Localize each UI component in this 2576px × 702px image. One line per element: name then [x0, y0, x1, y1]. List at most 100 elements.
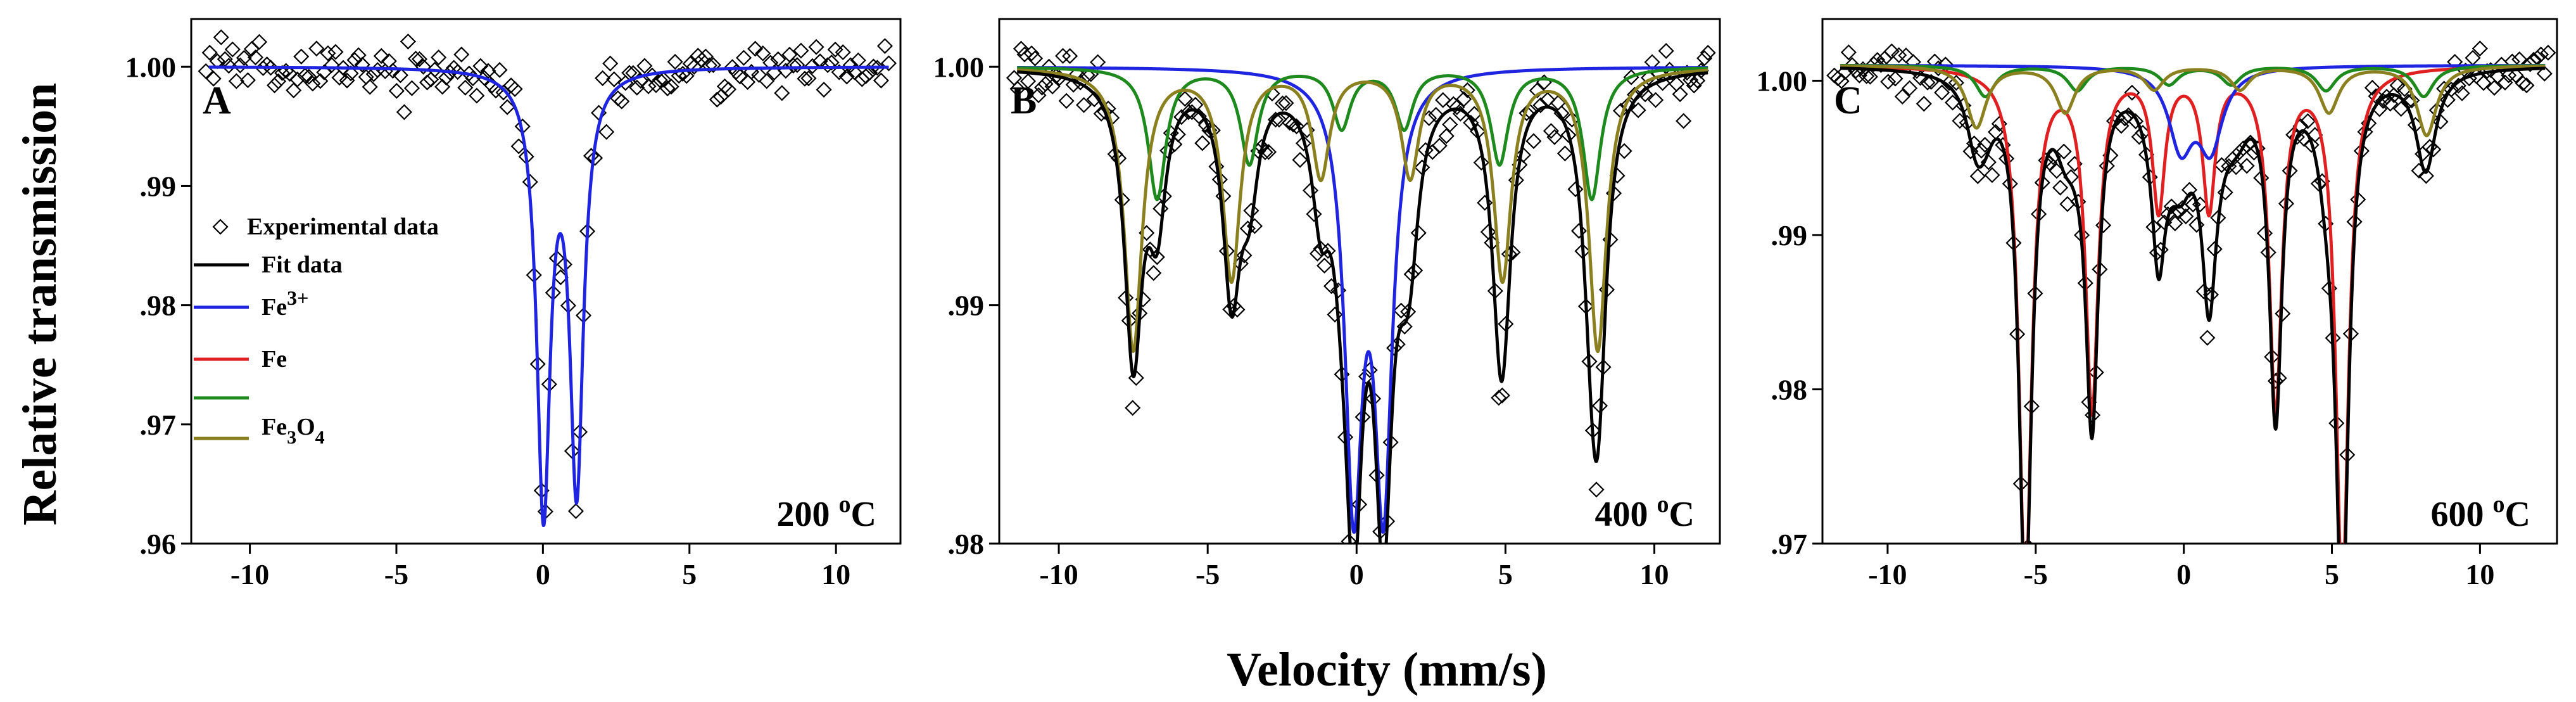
- experimental-point: [1292, 151, 1308, 168]
- panel-letter: B: [1011, 79, 1037, 122]
- experimental-point: [2350, 191, 2366, 208]
- experimental-point: [1902, 80, 1918, 96]
- experimental-point: [2275, 305, 2291, 322]
- experimental-point: [1859, 68, 1875, 84]
- y-tick-label: .99: [1771, 219, 1808, 252]
- experimental-point: [2178, 208, 2194, 225]
- experimental-point: [457, 79, 474, 96]
- x-axis-title: Velocity (mm/s): [1227, 643, 1547, 696]
- experimental-point: [2059, 196, 2076, 212]
- experimental-point: [1984, 167, 2000, 183]
- experimental-point: [1872, 57, 1889, 73]
- experimental-point: [857, 68, 874, 84]
- experimental-point: [1686, 77, 1702, 94]
- experimental-point: [2167, 215, 2183, 232]
- experimental-point: [759, 73, 775, 89]
- experimental-point: [1991, 115, 2007, 132]
- experimental-point: [2055, 143, 2072, 160]
- plot-area: [1826, 41, 2556, 544]
- series-line-fe: [1839, 65, 2546, 544]
- experimental-point: [1570, 222, 1588, 239]
- experimental-point: [308, 41, 325, 57]
- experimental-point: [1866, 56, 1882, 72]
- experimental-point: [2124, 84, 2140, 101]
- experimental-point: [2232, 144, 2248, 160]
- experimental-point: [2450, 77, 2466, 94]
- experimental-point: [712, 89, 729, 105]
- experimental-point: [2163, 198, 2180, 215]
- x-tick-label: 5: [2325, 558, 2339, 590]
- experimental-point: [2540, 44, 2556, 61]
- experimental-point: [286, 82, 302, 99]
- experimental-point: [1044, 78, 1061, 95]
- experimental-point: [1916, 96, 1932, 112]
- experimental-point: [602, 55, 619, 72]
- experimental-point: [1386, 340, 1403, 356]
- temperature-label: 200 oC: [777, 491, 876, 534]
- experimental-point: [427, 61, 443, 78]
- experimental-point: [1278, 95, 1294, 112]
- y-tick-label: .96: [140, 528, 177, 560]
- series-line-fe3o4-b-: [1016, 68, 1709, 354]
- experimental-point: [842, 57, 859, 73]
- experimental-point: [236, 49, 252, 66]
- experimental-point: [731, 68, 748, 85]
- experimental-point: [1288, 118, 1305, 135]
- experimental-point: [701, 57, 717, 73]
- experimental-point: [671, 68, 687, 84]
- experimental-point: [808, 39, 824, 55]
- y-tick-label: 1.00: [933, 51, 985, 83]
- experimental-point: [2501, 67, 2517, 84]
- experimental-point: [1058, 93, 1075, 109]
- experimental-point: [400, 33, 416, 50]
- plot-frame: [998, 18, 1721, 545]
- experimental-point: [403, 80, 420, 96]
- experimental-point: [636, 58, 653, 74]
- experimental-point: [2256, 225, 2273, 241]
- x-tick-label: -5: [2024, 558, 2048, 590]
- experimental-point: [747, 41, 764, 57]
- experimental-point: [785, 57, 802, 74]
- experimental-point: [1588, 482, 1605, 498]
- x-tick-label: 0: [2176, 558, 2191, 590]
- experimental-point: [239, 72, 256, 89]
- experimental-point: [751, 67, 767, 83]
- experimental-point: [434, 79, 451, 95]
- experimental-point: [2418, 168, 2434, 184]
- experimental-point: [327, 44, 344, 60]
- experimental-point: [1449, 99, 1465, 115]
- x-tick-label: -10: [1868, 558, 1907, 590]
- series-line-fit-data: [1839, 67, 2546, 544]
- experimental-point: [1146, 265, 1162, 281]
- experimental-point: [797, 70, 813, 87]
- experimental-point: [411, 51, 428, 67]
- experimental-point: [423, 71, 439, 87]
- experimental-point: [1396, 318, 1413, 335]
- experimental-point: [823, 54, 840, 71]
- experimental-point: [2127, 113, 2144, 129]
- experimental-point: [2515, 75, 2531, 92]
- experimental-point: [2299, 113, 2316, 129]
- experimental-point: [606, 71, 622, 87]
- experimental-point: [2497, 74, 2513, 91]
- panels: -10 -5 0 5 10 .96 .97 .98 .99 1.00 A 200 oC -10 -5 0 5 1…: [125, 18, 2558, 590]
- plot-frame: [190, 18, 902, 545]
- experimental-point: [1026, 50, 1044, 67]
- experimental-point: [2364, 79, 2380, 96]
- experimental-point: [697, 48, 714, 65]
- legend-label: Fit data: [262, 252, 343, 278]
- experimental-point: [659, 80, 676, 97]
- legend-item-fit: Fit data: [194, 252, 343, 278]
- temperature-label: 400 oC: [1595, 491, 1695, 534]
- experimental-point: [1086, 91, 1102, 108]
- experimental-point: [392, 67, 408, 84]
- experimental-point: [1977, 136, 1993, 153]
- experimental-point: [1435, 92, 1451, 108]
- experimental-point: [335, 60, 351, 76]
- experimental-point: [293, 48, 310, 65]
- experimental-point: [1076, 97, 1092, 113]
- experimental-point: [1887, 70, 1904, 87]
- series-line-fe3o4-b-: [1839, 64, 2546, 137]
- experimental-point: [1560, 127, 1577, 143]
